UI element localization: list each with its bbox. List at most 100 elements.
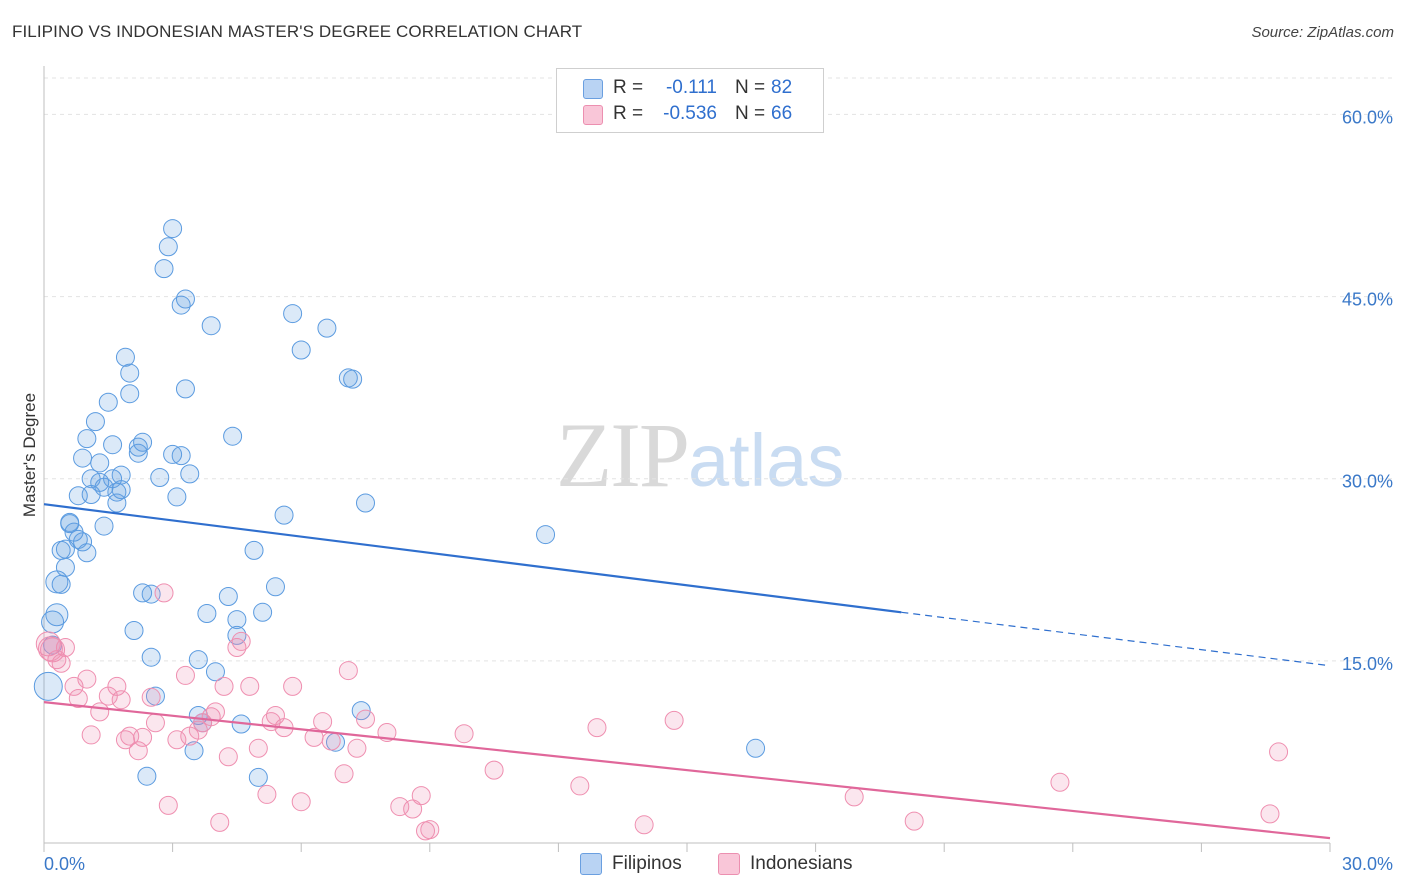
y-tick-label: 15.0% (1342, 654, 1393, 674)
indonesians-point (1269, 742, 1289, 762)
legend-r-value: -0.111 (665, 77, 717, 98)
filipinos-point (218, 587, 238, 606)
filipinos-point (141, 647, 161, 667)
filipinos-point (90, 453, 110, 473)
filipinos-point (51, 574, 71, 594)
watermark: ZIPatlas (556, 402, 844, 508)
filipinos-point (73, 532, 93, 552)
legend-row-indonesians: R = -0.536 N = 66 (557, 101, 823, 127)
y-tick-label: 60.0% (1342, 107, 1393, 127)
filipinos-point (227, 610, 247, 630)
gridlines (44, 77, 1394, 662)
indonesians-point (356, 709, 375, 729)
indonesians-point (240, 676, 260, 696)
indonesians-point (218, 747, 238, 767)
filipinos-point (351, 701, 371, 721)
filipinos-point (55, 557, 75, 577)
y-tick-label: 30.0% (1342, 472, 1393, 492)
filipinos-point (98, 392, 118, 412)
filipinos-point (265, 577, 285, 597)
indonesians-points (35, 583, 1289, 841)
legend-n-value: 82 (771, 77, 793, 98)
filipinos-point (171, 446, 191, 466)
indonesians-point (214, 676, 234, 696)
indonesians-point (283, 676, 303, 696)
source-label: Source: ZipAtlas.com (1251, 24, 1394, 41)
filipinos-point (248, 767, 268, 787)
legend-r-value: -0.536 (663, 103, 717, 124)
filipinos-trendline (43, 503, 902, 614)
filipinos-point (253, 602, 273, 622)
filipinos-point (188, 650, 208, 670)
indonesians-point (844, 787, 864, 807)
indonesians-point (141, 687, 161, 707)
indonesians-point (133, 727, 153, 747)
indonesians-point (904, 811, 924, 831)
filipinos-point (60, 514, 80, 534)
filipinos-point (115, 347, 135, 367)
indonesians-point (411, 786, 431, 806)
filipinos-swatch (580, 853, 602, 875)
filipinos-point (77, 429, 97, 449)
filipinos-point (223, 426, 243, 446)
filipinos-point (103, 435, 123, 455)
filipinos-point (111, 465, 131, 485)
filipinos-point (317, 318, 337, 338)
filipinos-swatch (583, 79, 603, 99)
tick-labels: 15.0% 30.0% 45.0% 60.0% 0.0% 30.0% Master's De… (20, 107, 1393, 874)
indonesians-point (154, 583, 174, 603)
filipinos-point (274, 505, 294, 525)
indonesians-point (145, 713, 165, 733)
indonesians-point (484, 760, 504, 780)
watermark-zip: ZIP (556, 404, 690, 506)
filipinos-trendline-extension (901, 611, 1331, 667)
indonesians-point (1260, 804, 1280, 824)
filipinos-point (197, 604, 217, 623)
indonesians-point (175, 665, 195, 685)
filipinos-label: Filipinos (612, 853, 682, 874)
legend-n-label: N = (735, 77, 766, 98)
legend-row-filipinos: R = -0.111 N = 82 (557, 75, 823, 101)
filipinos-point (158, 237, 178, 257)
filipinos-point (77, 543, 97, 563)
y-axis-label: Master's Degree (20, 393, 39, 517)
watermark-atlas: atlas (688, 419, 845, 502)
indonesians-point (313, 712, 333, 732)
indonesians-point (90, 702, 110, 722)
indonesians-point (68, 689, 88, 708)
filipinos-point (94, 516, 114, 536)
indonesians-point (205, 702, 225, 722)
indonesians-point (570, 776, 590, 796)
legend-r-label: R = (613, 103, 644, 124)
indonesians-point (634, 815, 654, 835)
filipinos-point (184, 741, 204, 761)
filipinos-point (128, 443, 148, 463)
indonesians-point (321, 731, 341, 751)
legend-n-value: 66 (771, 103, 793, 124)
filipinos-point (137, 766, 157, 786)
correlation-legend: R = -0.111 N = 82 R = -0.536 N = 66 (556, 68, 824, 133)
indonesians-point (77, 669, 97, 689)
indonesians-point (248, 738, 268, 758)
x-tick-label: 0.0% (44, 854, 85, 874)
indonesians-point (158, 795, 178, 815)
filipinos-point (163, 219, 183, 239)
indonesians-point (454, 724, 474, 744)
legend-r-label: R = (613, 77, 644, 98)
y-tick-label: 45.0% (1342, 290, 1393, 310)
filipinos-point (180, 464, 200, 484)
filipinos-point (33, 671, 63, 701)
indonesians-swatch (583, 105, 603, 125)
filipinos-point (356, 493, 375, 513)
chart-title: FILIPINO VS INDONESIAN MASTER'S DEGREE C… (12, 22, 583, 41)
legend-n-label: N = (735, 103, 766, 124)
filipinos-point (175, 289, 195, 309)
filipinos-point (55, 539, 75, 559)
indonesians-point (37, 636, 63, 662)
indonesians-point (291, 792, 311, 812)
indonesians-swatch (718, 853, 740, 875)
filipinos-point (45, 603, 69, 627)
indonesians-point (403, 799, 423, 819)
indonesians-point (231, 631, 251, 651)
